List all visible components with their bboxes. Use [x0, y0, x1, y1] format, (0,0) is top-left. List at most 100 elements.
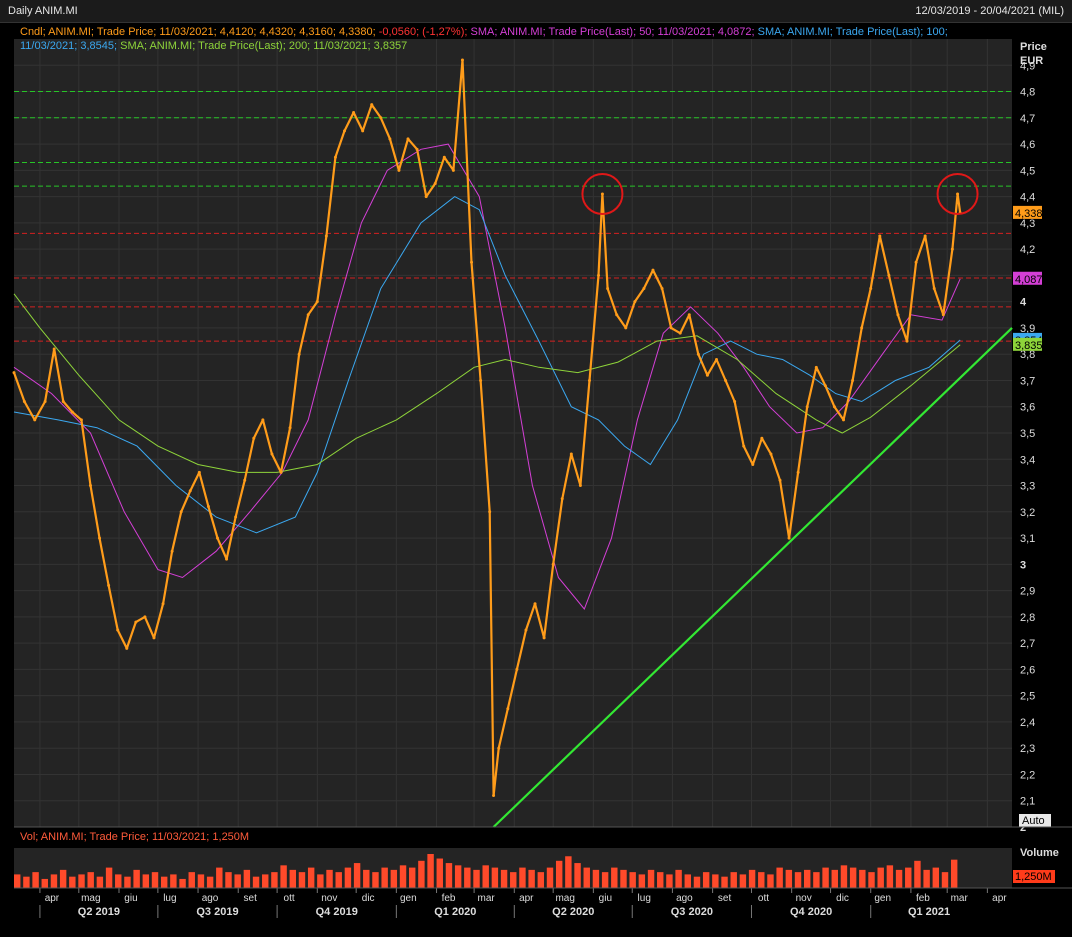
y-tick-label: 3,5 — [1020, 428, 1035, 440]
volume-bar — [583, 867, 590, 888]
price-point — [887, 273, 891, 277]
price-point — [492, 793, 496, 797]
price-point — [107, 583, 111, 587]
price-point — [497, 746, 501, 750]
volume-bar — [399, 865, 407, 888]
price-point — [787, 536, 791, 540]
date-range: 12/03/2019 - 20/04/2021 (MIL) — [915, 5, 1064, 17]
price-point — [324, 234, 328, 238]
price-point — [778, 478, 782, 482]
price-point — [442, 155, 446, 159]
volume-bar — [307, 867, 315, 888]
price-point — [143, 615, 147, 619]
month-label: gen — [400, 893, 417, 904]
price-point — [860, 326, 864, 330]
y-tick-label: 2,5 — [1020, 691, 1035, 703]
volume-bar — [822, 867, 829, 888]
price-point — [252, 436, 256, 440]
price-point — [479, 378, 483, 382]
trendline — [492, 327, 1013, 828]
time-axis[interactable]: apr mag giu lug ago set ott nov dic gen feb mar apr m… — [39, 888, 1007, 918]
month-label: ott — [284, 893, 295, 904]
volume-bar — [510, 872, 517, 888]
price-point — [796, 470, 800, 474]
y-tick-label: 2,6 — [1020, 664, 1035, 676]
price-tag-label: 4,0872 — [1015, 274, 1049, 286]
price-point — [234, 515, 238, 519]
price-point — [388, 137, 392, 141]
volume-bar — [868, 872, 875, 888]
volume-bar — [197, 874, 205, 888]
price-point — [125, 646, 129, 650]
price-point — [98, 536, 102, 540]
price-point — [515, 667, 519, 671]
y-tick-label: 2,2 — [1020, 769, 1035, 781]
volume-bar — [381, 867, 388, 888]
price-point — [696, 352, 700, 356]
y-tick-label: 4 — [1020, 297, 1027, 309]
volume-bar — [555, 860, 563, 888]
volume-bar — [436, 858, 443, 888]
volume-bar — [418, 860, 425, 888]
price-point — [578, 484, 582, 488]
price-point — [678, 331, 682, 335]
volume-bar — [78, 874, 85, 888]
volume-bar — [170, 874, 177, 888]
price-point — [179, 510, 183, 514]
quarter-label: Q4 2020 — [790, 906, 832, 918]
price-point — [633, 300, 637, 304]
price-point — [642, 287, 646, 291]
y-tick-label: 4,2 — [1020, 244, 1035, 256]
horizontal-levels — [14, 91, 1012, 342]
volume-bar — [849, 867, 857, 888]
legend-change: -0,0560; (-1,27%); — [378, 26, 468, 38]
volume-bar — [87, 872, 94, 888]
price-point — [116, 628, 120, 632]
chart-title: Daily ANIM.MI — [8, 5, 78, 17]
y-tick-label: 3,8 — [1020, 349, 1035, 361]
price-point — [742, 444, 746, 448]
volume-bar — [372, 872, 379, 888]
volume-bar — [712, 874, 719, 888]
volume-legend: Vol; ANIM.MI; Trade Price; 11/03/2021; 1… — [20, 831, 250, 843]
volume-bar — [629, 872, 636, 888]
y-tick-label: 2,1 — [1020, 796, 1035, 808]
price-point — [215, 536, 219, 540]
price-axis-title: Price — [1020, 41, 1047, 53]
price-point — [134, 620, 138, 624]
volume-bar — [115, 874, 122, 888]
price-point — [950, 247, 954, 251]
price-point — [814, 365, 818, 369]
volume-bar — [335, 872, 342, 888]
price-point — [956, 192, 960, 196]
volume-bar — [225, 872, 232, 888]
price-point — [279, 470, 283, 474]
price-point — [379, 116, 383, 120]
quarter-label: Q3 2020 — [671, 906, 713, 918]
price-point — [370, 103, 374, 107]
price-point — [851, 378, 855, 382]
price-point — [551, 562, 555, 566]
y-tick-label: 4,6 — [1020, 139, 1035, 151]
y-tick-label: 4,8 — [1020, 87, 1035, 99]
month-label: gen — [874, 893, 891, 904]
price-line — [12, 58, 962, 797]
month-label: feb — [442, 893, 456, 904]
volume-bar — [473, 869, 480, 888]
month-label: set — [718, 893, 732, 904]
price-axis[interactable]: 4,94,84,74,64,54,44,34,24,143,93,83,73,6… — [1019, 41, 1059, 859]
volume-bar — [298, 872, 306, 888]
price-point — [669, 326, 673, 330]
y-tick-label: 2,7 — [1020, 638, 1035, 650]
price-point — [33, 418, 37, 422]
price-point — [361, 129, 365, 133]
y-tick-label: 2,3 — [1020, 743, 1035, 755]
y-tick-label: 3,9 — [1020, 323, 1035, 335]
price-point — [560, 497, 564, 501]
volume-bar — [675, 869, 682, 888]
highlight-circle — [936, 172, 979, 215]
volume-bar — [932, 867, 940, 888]
price-point — [751, 463, 755, 467]
legend-sma50: SMA; ANIM.MI; Trade Price(Last); 50; 11/… — [470, 26, 755, 38]
